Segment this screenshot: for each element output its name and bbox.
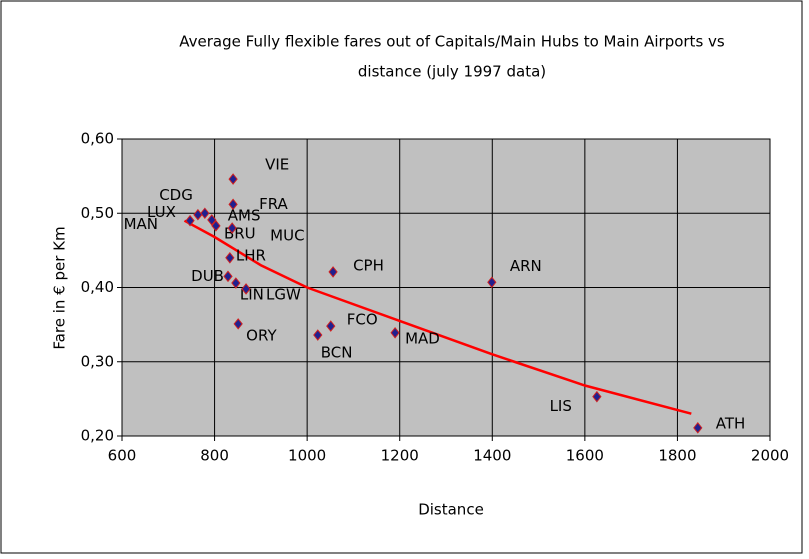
point-label: DUB	[191, 267, 224, 285]
point	[592, 390, 602, 403]
x-tick-label: 2000	[751, 447, 789, 465]
point	[211, 220, 221, 232]
point	[200, 207, 210, 220]
point-label: BCN	[321, 344, 353, 362]
y-tick-label: 0,40	[81, 278, 114, 296]
x-tick-label: 800	[200, 447, 229, 465]
y-tick-label: 0,20	[81, 427, 114, 445]
point-label: LIS	[550, 397, 572, 415]
point	[241, 283, 251, 295]
point	[223, 270, 233, 283]
point-label: CPH	[353, 256, 384, 274]
point	[313, 329, 323, 341]
trendline	[183, 219, 692, 415]
point-label: ATH	[716, 414, 746, 432]
y-axis-label: Fare in € per Km	[51, 226, 69, 349]
point-label: LUX	[147, 203, 176, 221]
y-tick-label: 0,50	[81, 204, 114, 222]
point	[231, 277, 241, 289]
point	[228, 173, 238, 185]
point-label: ORY	[246, 326, 277, 344]
chart-title: distance (july 1997 data)	[358, 63, 546, 81]
chart-title: Average Fully flexible fares out of Capi…	[179, 33, 725, 51]
point	[390, 326, 400, 339]
point	[193, 208, 203, 221]
point-label: LHR	[236, 246, 266, 264]
point	[207, 214, 217, 226]
x-tick-label: 600	[108, 447, 137, 465]
x-tick-label: 1600	[566, 447, 604, 465]
point	[185, 214, 195, 227]
point	[487, 276, 497, 289]
point	[225, 251, 235, 264]
x-tick-label: 1200	[381, 447, 419, 465]
point-label: CDG	[159, 186, 193, 204]
point-label: MAN	[124, 215, 158, 233]
point-label: LGW	[266, 285, 301, 303]
point-label: ARN	[510, 257, 542, 275]
point	[693, 422, 703, 434]
point-label: VIE	[265, 156, 289, 174]
point-label: FRA	[259, 195, 288, 213]
point	[227, 222, 237, 234]
point-label: MUC	[270, 227, 304, 245]
x-axis-label: Distance	[418, 501, 484, 519]
x-tick-label: 1000	[288, 447, 326, 465]
point-label: FCO	[347, 311, 378, 329]
y-tick-label: 0,60	[81, 130, 114, 148]
point	[328, 266, 338, 278]
x-tick-label: 1800	[658, 447, 696, 465]
point	[326, 320, 336, 332]
point-label: AMS	[228, 206, 261, 224]
point	[233, 318, 243, 330]
y-tick-label: 0,30	[81, 352, 114, 370]
point-label: MAD	[405, 329, 440, 347]
x-tick-label: 1400	[473, 447, 511, 465]
point	[228, 198, 238, 211]
